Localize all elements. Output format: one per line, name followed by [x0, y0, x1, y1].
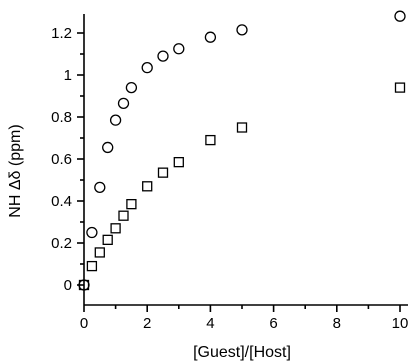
square-point — [205, 134, 216, 146]
y-tick-label: 0 — [64, 277, 72, 294]
y-tick-label: 0.6 — [51, 151, 72, 168]
y-tick-label: 1.2 — [51, 25, 72, 42]
square-point — [94, 247, 105, 258]
square-point — [173, 156, 184, 168]
circle-point — [141, 62, 153, 74]
square-point — [110, 223, 121, 234]
square-point — [78, 279, 90, 291]
y-tick-label: 0.4 — [51, 193, 72, 210]
y-tick-label: 0.8 — [51, 109, 72, 126]
circle-point — [117, 97, 130, 109]
square-point — [102, 234, 113, 246]
circle-point — [204, 31, 217, 43]
circle-point — [125, 81, 138, 94]
square-point — [142, 181, 153, 192]
x-tick-label: 4 — [206, 315, 214, 332]
square-point — [126, 198, 137, 210]
y-axis-label: NH Δδ (ppm) — [7, 124, 24, 217]
square-point — [394, 82, 406, 93]
data-points — [78, 10, 406, 291]
y-tick-label: 1 — [64, 67, 72, 84]
axes: 0 2 4 6 8 10 0 0.2 0.4 0.6 0.8 1 1.2 — [51, 14, 408, 332]
circle-point — [173, 43, 185, 55]
x-tick-label: 8 — [333, 315, 341, 332]
circle-point — [157, 50, 169, 62]
y-tick-label: 0.2 — [51, 235, 72, 252]
x-axis-label: [Guest]/[Host] — [193, 344, 291, 361]
circle-point — [86, 226, 98, 239]
square-point — [157, 167, 169, 178]
x-tick-label: 2 — [143, 315, 151, 332]
circle-point — [102, 141, 114, 154]
circle-point — [394, 10, 406, 22]
x-tick-label: 6 — [269, 315, 277, 332]
x-tick-label: 0 — [80, 315, 88, 332]
circle-point — [94, 181, 106, 194]
circle-point — [109, 114, 122, 126]
circle-point — [236, 24, 248, 36]
square-point — [86, 260, 98, 272]
x-tick-label: 10 — [392, 315, 409, 332]
square-point — [236, 122, 248, 133]
square-point — [118, 210, 129, 221]
